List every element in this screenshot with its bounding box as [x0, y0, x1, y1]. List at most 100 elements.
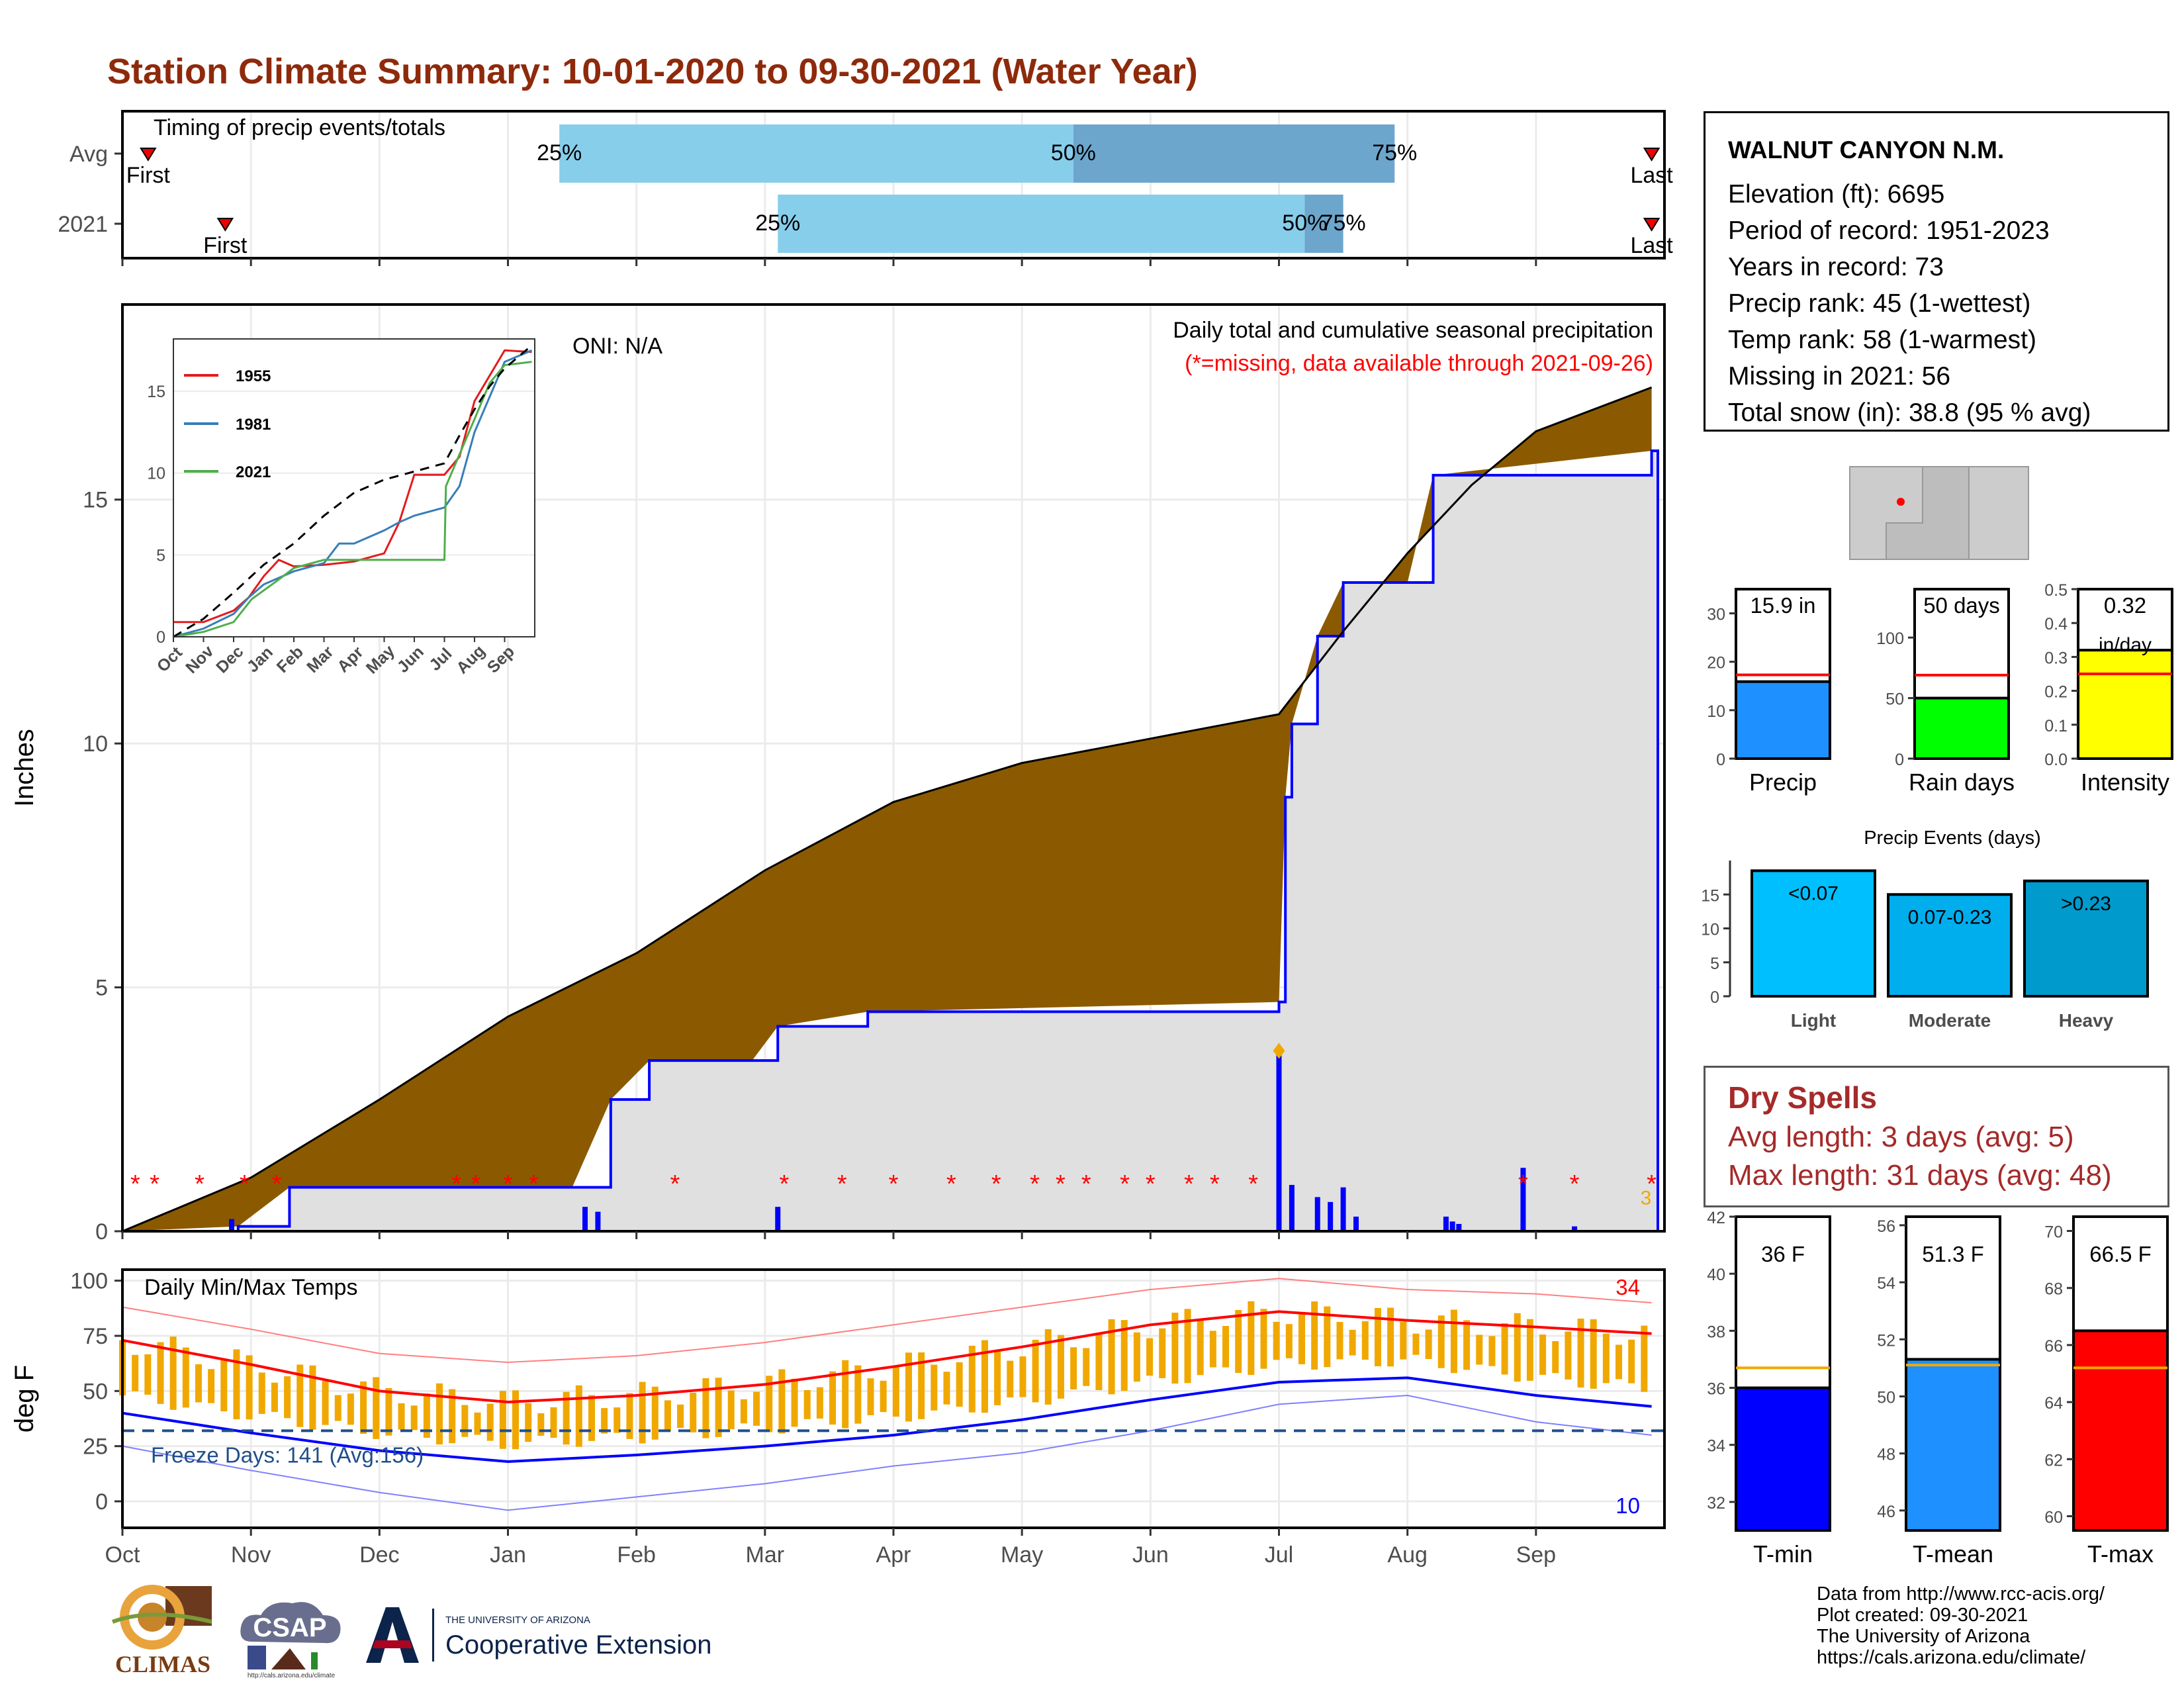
summary-bar-rain-days [1913, 696, 2010, 760]
y-tick-label: 46 [1877, 1503, 1895, 1521]
x-tick-label: Oct [105, 1542, 140, 1568]
event-bar-label: <0.07 [1788, 882, 1839, 904]
credit-plot-date: Plot created: 09-30-2021 [1817, 1605, 2028, 1626]
daily-temp-range-bar [1463, 1320, 1471, 1370]
daily-temp-range-bar [410, 1405, 418, 1430]
daily-temp-range-bar [208, 1369, 215, 1403]
svg-text:CLIMAS: CLIMAS [115, 1651, 210, 1677]
daily-temp-range-bar [474, 1412, 481, 1435]
daily-temp-range-bar [258, 1372, 265, 1414]
daily-temp-range-bar [1450, 1309, 1457, 1374]
daily-temp-range-bar [842, 1360, 849, 1429]
missing-day-marker: * [991, 1170, 1001, 1198]
missing-day-marker: * [1518, 1170, 1528, 1198]
y-tick-label: 10 [1707, 702, 1725, 721]
avg-cumulative-area [122, 387, 1652, 1231]
station-location-dot [1897, 498, 1905, 506]
y-tick-label: 50 [1886, 690, 1904, 709]
inset-series-1981 [173, 349, 533, 638]
y-tick-label: 0.4 [2044, 615, 2068, 633]
x-tick-label: Jan [490, 1542, 526, 1568]
event-bar-label: >0.23 [2061, 893, 2111, 915]
record-max-line [122, 1278, 1652, 1364]
record-high-count: 34 [1615, 1275, 1640, 1299]
temps-title: Daily Min/Max Temps [144, 1275, 357, 1300]
y-tick-label: 0 [1895, 751, 1904, 769]
y-tick-label: 40 [1707, 1266, 1725, 1284]
daily-temp-range-bar [1108, 1319, 1115, 1395]
daily-temp-range-bar [677, 1404, 684, 1429]
first-marker [216, 218, 234, 232]
credit-university: The University of Arizona [1817, 1626, 2030, 1647]
event-bar-label: 0.07-0.23 [1908, 906, 1992, 928]
missing-day-marker: * [1030, 1170, 1040, 1198]
daily-temp-range-bar [690, 1392, 697, 1432]
events-title: Precip Events (days) [1864, 827, 2041, 849]
missing-day-marker: * [1081, 1170, 1091, 1198]
y-tick-label: 70 [2044, 1223, 2063, 1242]
daily-temp-range-bar [1615, 1344, 1623, 1380]
x-tick-label: Feb [617, 1542, 656, 1568]
daily-temp-range-bar [373, 1377, 380, 1439]
daily-temp-range-bar [753, 1391, 760, 1426]
daily-temp-range-bar [1311, 1301, 1318, 1370]
inset-background [173, 339, 535, 637]
dry-spells-heading: Dry Spells [1728, 1080, 1877, 1115]
dry-spells-avg: Avg length: 3 days (avg: 5) [1728, 1121, 2074, 1153]
daily-temp-range-bar [296, 1364, 304, 1427]
inset-y-tick-label: 5 [156, 546, 165, 565]
daily-temp-range-bar [284, 1376, 291, 1419]
temps-panel: 0 25 50 75 100 Freeze Days: 141 (Avg:156) Dail… [10, 1268, 1666, 1568]
daily-temp-range-bar [1095, 1333, 1103, 1391]
last-label: Last [1630, 163, 1673, 188]
daily-precip-bar [1443, 1216, 1449, 1231]
daily-temp-range-bar [1501, 1323, 1508, 1375]
daily-precip-bar [1276, 1051, 1282, 1231]
years-text: Years in record: 73 [1728, 253, 1944, 281]
last-label: Last [1630, 233, 1673, 258]
daily-temp-range-bar [182, 1347, 189, 1408]
summary-value-label: 51.3 F [1922, 1242, 1984, 1266]
daily-temp-range-bar [512, 1390, 519, 1450]
missing-day-marker: * [1184, 1170, 1194, 1198]
daily-temp-range-bar [1057, 1335, 1064, 1399]
x-tick-label: Nov [231, 1542, 271, 1568]
daily-temp-range-bar [1412, 1333, 1420, 1355]
daily-temp-range-bar [398, 1403, 405, 1430]
daily-temp-range-bar [1400, 1321, 1407, 1360]
y-tick-label: 75 [83, 1324, 108, 1349]
daily-temp-range-bar [157, 1342, 164, 1404]
x-tick-label: Apr [876, 1542, 911, 1568]
x-tick-label: May [1001, 1542, 1043, 1568]
university-of-arizona-logo: THE UNIVERSITY OF ARIZONA Cooperative Ex… [366, 1607, 711, 1663]
daily-temp-range-bar [1298, 1312, 1305, 1364]
daily-temp-range-bar [1171, 1312, 1179, 1384]
precip-title: Daily total and cumulative seasonal prec… [1173, 318, 1653, 343]
temp-summary-bars: 32 34 36 38 40 42 36 F T-min 46 48 50 52 54 56 51.3 F T… [1707, 1209, 2169, 1568]
daily-temp-range-bar [664, 1400, 671, 1432]
daily-temp-range-bar [334, 1395, 341, 1421]
record-low-count: 10 [1615, 1493, 1640, 1518]
missing-day-marker: * [1647, 1170, 1657, 1198]
y-tick-label: 38 [1707, 1323, 1725, 1341]
precip-events-chart: 0 5 10 15 <0.07 Light 0.07-0.23 Moderate >0.23 He… [1701, 827, 2149, 1031]
daily-temp-range-bar [322, 1381, 329, 1425]
summary-unit-label: in/day [2099, 634, 2152, 656]
first-label: First [203, 233, 248, 258]
daily-temp-range-bar [347, 1393, 354, 1425]
daily-temp-range-bar [1285, 1324, 1293, 1358]
daily-temp-range-bar [575, 1385, 582, 1447]
inset-legend-label: 1981 [236, 416, 271, 434]
daily-precip-bar [1572, 1226, 1578, 1231]
daily-temp-range-bar [1133, 1332, 1140, 1382]
missing-day-marker: * [272, 1170, 282, 1198]
daily-temp-range-bar [626, 1393, 633, 1439]
y-tick-label: 52 [1877, 1331, 1895, 1350]
y-tick-label: 42 [1707, 1209, 1725, 1227]
record-count-label: 3 [1641, 1187, 1652, 1209]
dry-spells-max: Max length: 31 days (avg: 48) [1728, 1159, 2112, 1192]
pct-50-label: 50% [1051, 140, 1096, 165]
missing-day-marker: * [889, 1170, 899, 1198]
daily-temp-range-bar [486, 1403, 494, 1441]
